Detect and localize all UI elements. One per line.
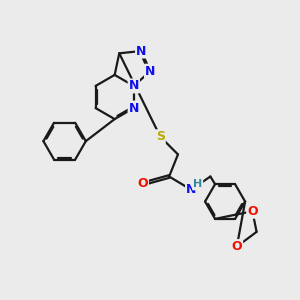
Text: H: H bbox=[193, 179, 202, 190]
Text: O: O bbox=[247, 205, 258, 218]
Text: O: O bbox=[232, 240, 242, 253]
Text: O: O bbox=[137, 177, 148, 190]
Text: N: N bbox=[136, 44, 146, 58]
Text: S: S bbox=[156, 130, 165, 143]
Text: N: N bbox=[129, 80, 139, 92]
Text: N: N bbox=[186, 183, 196, 196]
Text: N: N bbox=[129, 101, 139, 115]
Text: N: N bbox=[145, 65, 155, 78]
